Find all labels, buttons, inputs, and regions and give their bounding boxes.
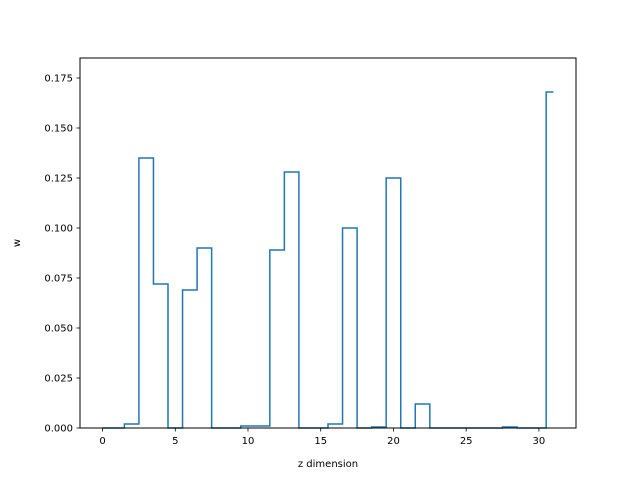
y-tick-label-1: 0.025: [44, 374, 73, 385]
x-tick-label-3: 15: [314, 436, 327, 447]
y-tick-label-3: 0.075: [44, 274, 73, 285]
x-axis: 0 5 10 15 20 25 30: [99, 428, 545, 447]
x-tick-label-0: 0: [99, 436, 105, 447]
y-tick-label-6: 0.150: [44, 124, 73, 135]
y-tick-label-2: 0.050: [44, 324, 73, 335]
y-tick-label-7: 0.175: [44, 74, 73, 85]
plot-frame: [79, 57, 577, 429]
y-axis-label: w: [12, 239, 23, 247]
x-tick-label-5: 25: [460, 436, 473, 447]
y-tick-label-4: 0.100: [44, 224, 73, 235]
y-tick-label-5: 0.125: [44, 174, 73, 185]
x-tick-label-4: 20: [387, 436, 400, 447]
y-axis: 0.000 0.025 0.050 0.075 0.100 0.125 0.150 0.175: [44, 74, 80, 435]
x-tick-label-1: 5: [172, 436, 178, 447]
x-tick-label-2: 10: [242, 436, 255, 447]
plot-background: [80, 58, 576, 428]
x-tick-label-6: 30: [533, 436, 546, 447]
y-tick-label-0: 0.000: [44, 424, 73, 435]
x-axis-label: z dimension: [298, 459, 358, 470]
